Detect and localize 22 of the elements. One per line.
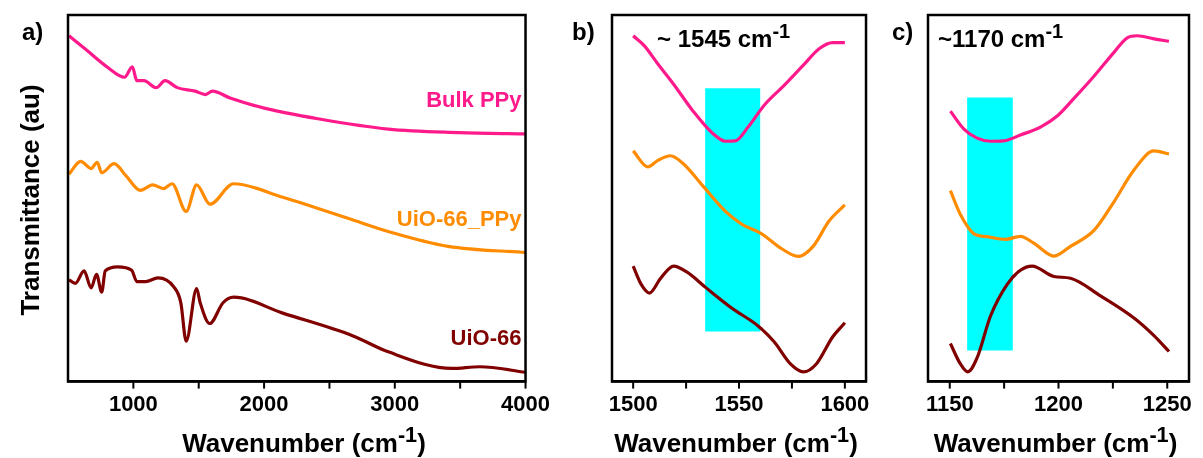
x-tick-label: 1150 — [925, 390, 974, 416]
chart-title: a) — [22, 18, 44, 46]
x-tick-label: 1000 — [108, 390, 158, 416]
annotation: ~1170 cm$^{-1}$ — [938, 20, 1064, 53]
series-label: UiO-66_PPy — [396, 205, 523, 231]
annotation: ~ 1545 cm$^{-1}$ — [657, 20, 791, 53]
x-tick-label: 1550 — [714, 390, 764, 416]
x-axis-title: Wavenumber (cm$^{-1}$) — [932, 421, 1179, 458]
x-axis-title: Wavenumber (cm$^{-1}$) — [181, 421, 427, 458]
series-label: Bulk PPy — [426, 87, 523, 113]
x-axis-title: Wavenumber (cm$^{-1}$) — [613, 421, 859, 458]
y-axis-title: Transmittance (au) — [14, 84, 46, 316]
x-tick-label: 4000 — [501, 390, 551, 416]
x-tick-label: 3000 — [370, 390, 420, 416]
x-tick-label: 1200 — [1034, 390, 1083, 416]
x-tick-label: 1250 — [1142, 390, 1192, 416]
chart-title: b) — [572, 18, 595, 46]
x-tick-label: 1600 — [820, 390, 870, 416]
x-tick-label: 1500 — [608, 390, 658, 416]
series-label: UiO-66 — [450, 325, 522, 351]
x-tick-label: 2000 — [239, 390, 289, 416]
chart-title: c) — [892, 18, 914, 46]
